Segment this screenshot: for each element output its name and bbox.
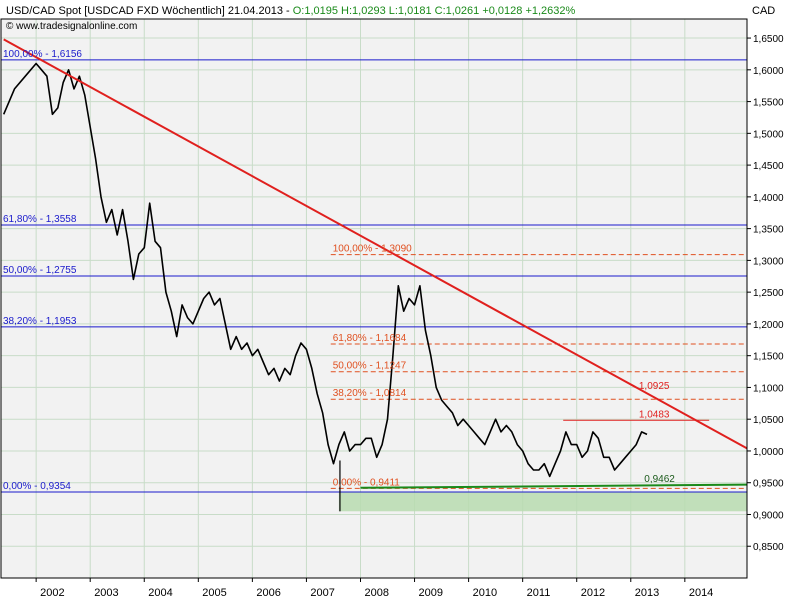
x-tick-label-2010: 2010 — [473, 587, 497, 599]
support-zone — [338, 491, 747, 512]
price-label-0: 1,0925 — [639, 381, 670, 392]
y-tick-label-7: 1,3000 — [753, 256, 784, 267]
grid-layer — [1, 19, 747, 578]
y-tick-label-14: 0,9500 — [753, 479, 784, 490]
x-tick-label-2008: 2008 — [364, 587, 388, 599]
price-layer — [2, 62, 648, 512]
y-tick-label-3: 1,5000 — [753, 129, 784, 140]
price-label-1: 1,0483 — [639, 409, 670, 420]
fib-level-label-2: 50,00% - 1,2755 — [3, 265, 77, 276]
downtrend-line — [3, 38, 748, 450]
price-label-2: 0,9462 — [644, 474, 675, 485]
y-tick-label-5: 1,4000 — [753, 193, 784, 204]
y-tick-label-0: 1,6500 — [753, 34, 784, 45]
label-layer: 100,00% - 1,6156 61,80% - 1,3558 50,00% - … — [3, 49, 675, 492]
y-tick-label-8: 1,2500 — [753, 288, 784, 299]
x-tick-label-2013: 2013 — [635, 587, 659, 599]
fib-level-label-9: 0,00% - 0,9411 — [333, 477, 401, 488]
x-tick-label-2007: 2007 — [310, 587, 334, 599]
y-tick-label-11: 1,1000 — [753, 383, 784, 394]
y-tick-label-2: 1,5500 — [753, 98, 784, 109]
price-series-line — [2, 62, 648, 478]
fib-level-label-4: 0,00% - 0,9354 — [3, 481, 71, 492]
x-tick-label-2006: 2006 — [256, 587, 280, 599]
y-tick-label-9: 1,2000 — [753, 320, 784, 331]
plot-frame — [0, 18, 748, 579]
fib-level-label-8: 38,20% - 1,0814 — [333, 388, 407, 399]
x-tick-label-2011: 2011 — [527, 587, 551, 599]
zone-layer — [338, 491, 747, 512]
y-tick-label-4: 1,4500 — [753, 161, 784, 172]
header-high: H:1,0293 — [338, 5, 386, 17]
fib-level-label-6: 61,80% - 1,1684 — [333, 333, 407, 344]
header-instrument: USD/CAD Spot [USDCAD FXD Wöchentlich] 21… — [6, 5, 293, 17]
fib-level-label-1: 61,80% - 1,3558 — [3, 214, 77, 225]
currency-label: CAD — [752, 5, 775, 17]
trend-layer — [3, 38, 748, 489]
header-low: L:1,0181 — [386, 5, 432, 17]
y-tick-label-6: 1,3500 — [753, 225, 784, 236]
axis-layer: 2002 2003 2004 2005 2006 2007 2008 2009 2010 2011… — [0, 18, 784, 599]
x-tick-label-2002: 2002 — [40, 587, 64, 599]
y-tick-label-13: 1,0000 — [753, 447, 784, 458]
chart-header: USD/CAD Spot [USDCAD FXD Wöchentlich] 21… — [6, 5, 576, 17]
support-line — [360, 483, 748, 489]
y-tick-label-1: 1,6000 — [753, 66, 784, 77]
fib-level-label-0: 100,00% - 1,6156 — [3, 49, 82, 60]
fib-level-label-7: 50,00% - 1,1247 — [333, 361, 407, 372]
y-tick-label-16: 0,8500 — [753, 542, 784, 553]
x-tick-label-2012: 2012 — [581, 587, 605, 599]
y-tick-label-15: 0,9000 — [753, 510, 784, 521]
x-tick-label-2014: 2014 — [689, 587, 713, 599]
header-close: C:1,0261 +0,0128 +1,2632% — [432, 5, 576, 17]
fib-level-label-5: 100,00% - 1,3090 — [333, 244, 412, 255]
x-tick-label-2009: 2009 — [419, 587, 443, 599]
x-tick-label-2005: 2005 — [202, 587, 226, 599]
x-tick-label-2004: 2004 — [148, 587, 172, 599]
fib-level-label-3: 38,20% - 1,1953 — [3, 316, 77, 327]
copyright-text: © www.tradesignalonline.com — [6, 21, 137, 32]
y-tick-label-10: 1,1500 — [753, 352, 784, 363]
header-open: O:1,0195 — [293, 5, 338, 17]
y-tick-label-12: 1,0500 — [753, 415, 784, 426]
x-tick-label-2003: 2003 — [94, 587, 118, 599]
